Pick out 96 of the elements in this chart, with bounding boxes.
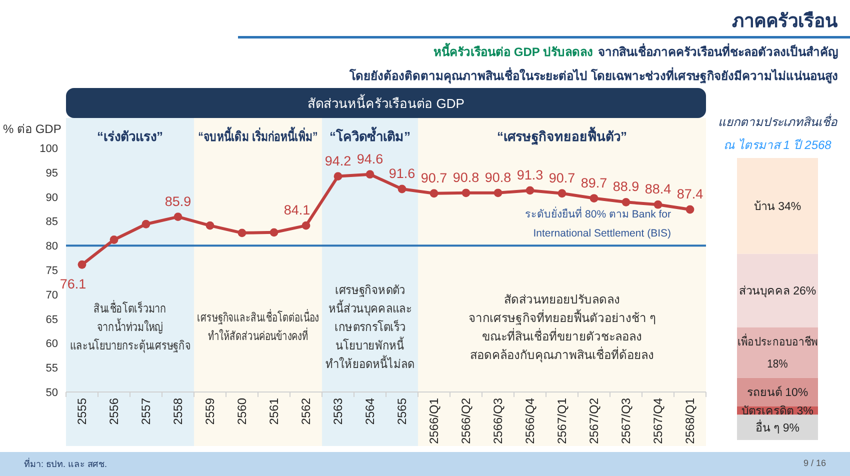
chart-subtitle: ณ ไตรมาส 1 ปี 2568 [724, 138, 832, 152]
y-tick-label: 90 [46, 192, 58, 204]
annotation: สัดส่วนทยอยปรับลดลง จากเศรษฐกิจที่ทยอยฟื้นตัวอย่างช้า ๆ ขณะที่สินเชื่อที่ขยายตัวชะลอลง สอดคล้องกับคุณภาพสินเชื่อที่ด้อยลง [468, 292, 656, 363]
point [334, 172, 342, 181]
chart-title: แยกตามประเภทสินเชื่อ [718, 113, 838, 129]
text: โดยยังต้องติดตามคุณภาพสินเชื่อในระยะต่อไป โดยเฉพาะช่วงที่เศรษฐกิจยังมีความไม่แน่นอนสูง [348, 67, 838, 84]
point [398, 184, 406, 194]
point [78, 260, 86, 269]
point [110, 236, 118, 244]
point [590, 194, 598, 202]
data-label: 90.8 [484, 170, 512, 185]
point [526, 186, 534, 195]
text: บ้าน 34% [754, 200, 802, 213]
text: ที่มา: ธปท. และ สศช. [24, 457, 108, 469]
text: หนี้ครัวเรือนต่อ GDP ปรับลดลง [434, 42, 593, 59]
point [270, 228, 278, 237]
x-tick-label: 2566/Q4 [523, 398, 537, 444]
x-tick-label: 2567/Q3 [619, 398, 633, 444]
data-label: 84.1 [284, 202, 310, 218]
band-label: “จบหนี้เดิม เริ่มก่อหนี้เพิ่ม” [198, 126, 318, 144]
x-tick-label: 2561 [267, 398, 281, 425]
y-tick-label: 85 [46, 216, 58, 228]
x-tick-label: 2560 [235, 398, 249, 425]
x-tick-label: 2566/Q1 [427, 398, 441, 444]
point [142, 220, 150, 228]
y-tick-label: 60 [46, 338, 58, 350]
point [686, 205, 694, 214]
data-label: 85.9 [164, 194, 192, 209]
y-tick-label: 65 [46, 314, 58, 326]
data-label: 89.7 [580, 175, 608, 190]
band-label: “เร่งตัวแรง” [97, 129, 163, 144]
x-tick-label: 2558 [171, 398, 185, 425]
point [206, 221, 214, 230]
x-tick-label: 2567/Q2 [587, 398, 601, 444]
data-label: 88.9 [612, 179, 640, 194]
point [238, 228, 246, 238]
y-tick-label: 50 [46, 387, 58, 399]
text: รถยนต์ 10% [746, 387, 808, 400]
data-label: 87.4 [676, 186, 704, 202]
data-label: 90.7 [548, 170, 576, 186]
text: อื่น ๆ 9% [755, 422, 800, 434]
point [174, 212, 182, 222]
y-tick-label: 80 [46, 240, 58, 253]
x-tick-label: 2556 [107, 398, 121, 425]
bar [737, 414, 818, 440]
band-label: “โควิดซ้ำเติม” [330, 126, 410, 144]
data-label: 76.1 [60, 276, 86, 292]
x-tick-label: 2568/Q1 [683, 398, 697, 444]
bar [737, 254, 818, 328]
x-tick-label: 2555 [75, 398, 89, 425]
data-label: 90.7 [420, 170, 448, 186]
data-label: 91.6 [388, 166, 416, 181]
x-tick-label: 2563 [331, 398, 345, 425]
point [622, 198, 630, 206]
x-tick-label: 2566/Q3 [491, 398, 505, 444]
y-tick-label: 55 [46, 362, 58, 375]
annotation: เศรษฐกิจหดตัว หนี้ส่วนบุคคลและ เกษตรกรโตเร็ว นโยบายพักหนี้ ทำให้ยอดหนี้ไม่ลด [326, 284, 414, 372]
point [462, 188, 470, 198]
data-label: 91.3 [516, 167, 544, 182]
text: จากสินเชื่อภาคครัวเรือนที่ชะลอตัวลงเป็นสำคัญ [598, 43, 838, 59]
data-label: 90.8 [452, 170, 480, 185]
y-tick-label: 75 [46, 265, 58, 277]
x-tick-label: 2566/Q2 [459, 398, 473, 444]
annotation: สินเชื่อโตเร็วมาก จากน้ำท่วมใหญ่ และนโยบายกระตุ้นเศรษฐกิจ [70, 299, 190, 353]
y-tick-label: 100 [40, 143, 58, 155]
text: ส่วนบุคคล 26% [738, 286, 816, 298]
chart-title: สัดส่วนหนี้ครัวเรือนต่อ GDP [308, 94, 464, 111]
x-tick-label: 2567/Q4 [651, 398, 665, 444]
ref-line-label: ระดับยั่งยืนที่ 80% ตาม Bank for International Settlement (BIS) [525, 206, 672, 240]
series-label: เพื่อประกอบอาชีพ [737, 334, 818, 349]
annotation: เศรษฐกิจและสินเชื่อโตต่อเนื่อง ทำให้สัดส่วนค่อนข้างคงที่ [197, 309, 319, 344]
text: บัตรเครดิต 3% [742, 405, 814, 418]
bar [737, 327, 818, 378]
y-axis-title: % ต่อ GDP [3, 122, 62, 136]
data-label: 94.2 [324, 153, 352, 168]
x-tick-label: 2567/Q1 [555, 398, 569, 444]
x-tick-label: 2562 [299, 398, 313, 425]
band-label: “เศรษฐกิจทยอยฟื้นตัว” [497, 126, 627, 146]
text: ภาคครัวเรือน [732, 10, 838, 31]
point [366, 170, 374, 179]
x-tick-label: 2557 [139, 398, 153, 425]
point [302, 221, 310, 230]
point [430, 189, 438, 198]
point [494, 188, 502, 198]
y-tick-label: 95 [46, 167, 58, 180]
y-tick-label: 70 [46, 289, 58, 302]
point [558, 189, 566, 198]
data-label: 94.6 [356, 151, 384, 166]
x-tick-label: 2564 [363, 398, 377, 425]
x-tick-label: 2559 [203, 398, 217, 425]
text: 9 / 16 [803, 458, 826, 468]
x-tick-label: 2565 [395, 398, 409, 425]
data-label: 88.4 [644, 182, 672, 197]
point [654, 200, 662, 209]
bar [737, 158, 818, 254]
data-label: 18% [767, 358, 788, 371]
